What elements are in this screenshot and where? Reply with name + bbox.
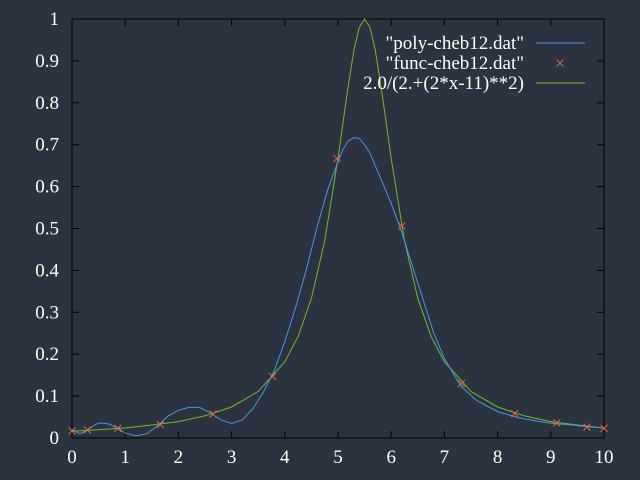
x-tick-label: 7 (440, 447, 450, 468)
x-tick-label: 3 (227, 447, 237, 468)
y-tick-label: 0.2 (35, 344, 59, 365)
y-tick-label: 0.7 (35, 135, 59, 156)
x-tick-label: 10 (595, 447, 614, 468)
y-tick-label: 0.4 (35, 260, 59, 281)
x-tick-label: 6 (386, 447, 396, 468)
y-tick-label: 0.5 (35, 219, 59, 240)
x-tick-label: 4 (280, 447, 290, 468)
y-tick-label: 1 (50, 9, 60, 30)
x-tick-label: 5 (333, 447, 343, 468)
y-tick-label: 0.1 (35, 386, 59, 407)
y-tick-label: 0.8 (35, 93, 59, 114)
legend-label: "poly-cheb12.dat" (386, 33, 524, 54)
y-tick-label: 0.9 (35, 51, 59, 72)
x-tick-label: 8 (493, 447, 503, 468)
y-tick-label: 0.3 (35, 302, 59, 323)
y-tick-label: 0.6 (35, 177, 59, 198)
x-tick-label: 2 (174, 447, 184, 468)
legend-label: 2.0/(2.+(2*x-11)**2) (363, 73, 524, 94)
x-tick-label: 1 (120, 447, 130, 468)
legend-label: "func-cheb12.dat" (386, 53, 524, 74)
x-tick-label: 0 (67, 447, 77, 468)
x-tick-label: 9 (546, 447, 556, 468)
y-tick-label: 0 (50, 428, 60, 449)
